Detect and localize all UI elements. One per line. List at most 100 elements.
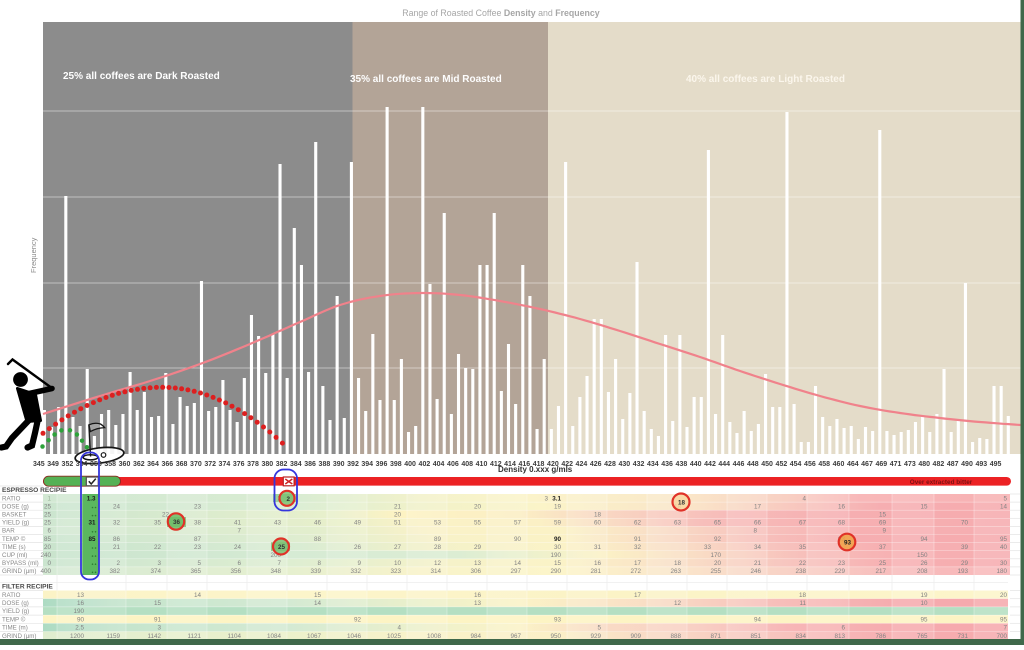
svg-text:482: 482 (933, 461, 945, 468)
svg-text:37: 37 (879, 544, 887, 551)
svg-text:382: 382 (276, 461, 288, 468)
svg-text:RATIO: RATIO (2, 592, 21, 599)
svg-text:436: 436 (661, 461, 673, 468)
svg-text:29: 29 (474, 544, 482, 551)
svg-text:24: 24 (234, 544, 242, 551)
svg-text:6: 6 (237, 560, 241, 567)
svg-text:GRIND (μm): GRIND (μm) (2, 633, 37, 640)
svg-text:25: 25 (879, 560, 887, 567)
svg-text:452: 452 (776, 461, 788, 468)
svg-text:374: 374 (150, 568, 161, 575)
svg-text:93: 93 (844, 540, 852, 547)
svg-text:2.5: 2.5 (75, 625, 84, 632)
svg-text:15: 15 (879, 512, 887, 519)
svg-text:95: 95 (1000, 536, 1008, 543)
svg-text:426: 426 (590, 461, 602, 468)
svg-text:813: 813 (834, 633, 845, 640)
svg-text:12: 12 (674, 600, 682, 607)
svg-text:8: 8 (753, 528, 757, 535)
svg-text:18: 18 (678, 500, 686, 507)
svg-text:17: 17 (754, 503, 762, 510)
svg-text:467: 467 (861, 461, 873, 468)
svg-text:5: 5 (597, 625, 601, 632)
svg-text:62: 62 (634, 520, 642, 527)
svg-text:87: 87 (194, 536, 202, 543)
svg-text:7: 7 (237, 528, 241, 535)
svg-text:27: 27 (394, 544, 402, 551)
svg-text:6: 6 (841, 625, 845, 632)
svg-text:360: 360 (119, 461, 131, 468)
svg-text:150: 150 (917, 552, 928, 559)
svg-text:386: 386 (304, 461, 316, 468)
svg-text:950: 950 (550, 633, 561, 640)
svg-text:33: 33 (704, 544, 712, 551)
svg-text:70: 70 (961, 520, 969, 527)
svg-text:471: 471 (890, 461, 902, 468)
svg-text:21: 21 (394, 503, 402, 510)
svg-text:432: 432 (633, 461, 645, 468)
svg-text:2: 2 (286, 496, 290, 503)
svg-text:14: 14 (194, 592, 202, 599)
svg-text:11: 11 (799, 600, 806, 607)
svg-text:408: 408 (461, 461, 473, 468)
svg-text:DOSE (g): DOSE (g) (2, 503, 29, 510)
svg-text:40: 40 (1000, 544, 1008, 551)
svg-text:20: 20 (474, 503, 482, 510)
svg-text:3: 3 (544, 495, 548, 502)
svg-text:32: 32 (634, 544, 642, 551)
svg-text:398: 398 (390, 461, 402, 468)
svg-text:51: 51 (394, 520, 402, 527)
svg-text:16: 16 (77, 600, 85, 607)
svg-text:92: 92 (354, 616, 362, 623)
svg-text:22: 22 (799, 560, 807, 567)
svg-text:21: 21 (754, 560, 762, 567)
svg-text:60: 60 (594, 520, 602, 527)
svg-text:20: 20 (394, 512, 402, 519)
svg-text:85: 85 (88, 536, 96, 543)
svg-text:428: 428 (604, 461, 616, 468)
svg-text:69: 69 (879, 520, 887, 527)
svg-text:9: 9 (357, 560, 361, 567)
svg-text:10: 10 (394, 560, 402, 567)
svg-text:339: 339 (310, 568, 321, 575)
svg-text:281: 281 (590, 568, 601, 575)
svg-text:400: 400 (404, 461, 416, 468)
svg-text:5: 5 (1003, 495, 1007, 502)
svg-text:BAR: BAR (2, 528, 15, 535)
svg-text:46: 46 (314, 520, 322, 527)
svg-text:402: 402 (419, 461, 431, 468)
svg-text:4: 4 (397, 625, 401, 632)
svg-text:456: 456 (804, 461, 816, 468)
svg-text:376: 376 (233, 461, 245, 468)
svg-text:14: 14 (1000, 503, 1008, 510)
svg-text:94: 94 (920, 536, 928, 543)
svg-text:8: 8 (317, 560, 321, 567)
svg-text:YIELD (g): YIELD (g) (2, 608, 29, 615)
svg-text:26: 26 (354, 544, 362, 551)
svg-text:366: 366 (161, 461, 173, 468)
svg-text:180: 180 (996, 568, 1007, 575)
svg-text:59: 59 (554, 520, 562, 527)
svg-text:348: 348 (270, 568, 281, 575)
svg-text:23: 23 (194, 544, 202, 551)
svg-text:345: 345 (33, 461, 45, 468)
svg-text:349: 349 (47, 461, 59, 468)
svg-text:1: 1 (47, 495, 51, 502)
svg-text:38: 38 (194, 520, 202, 527)
svg-text:14: 14 (314, 600, 322, 607)
svg-text:CUP (ml): CUP (ml) (2, 552, 27, 559)
svg-text:ESPRESSO RECIPIE: ESPRESSO RECIPIE (2, 487, 67, 494)
svg-text:13: 13 (77, 592, 85, 599)
svg-text:18: 18 (799, 592, 807, 599)
svg-text:25% all coffees are Dark Roast: 25% all coffees are Dark Roasted (63, 71, 220, 82)
svg-text:1121: 1121 (187, 633, 201, 640)
svg-text:255: 255 (710, 568, 721, 575)
svg-text:238: 238 (795, 568, 806, 575)
svg-text:871: 871 (710, 633, 721, 640)
svg-text:25: 25 (44, 520, 52, 527)
svg-text:444: 444 (718, 461, 730, 468)
svg-text:95: 95 (1000, 616, 1008, 623)
svg-text:396: 396 (376, 461, 388, 468)
svg-text:448: 448 (747, 461, 759, 468)
svg-text:9: 9 (882, 528, 886, 535)
